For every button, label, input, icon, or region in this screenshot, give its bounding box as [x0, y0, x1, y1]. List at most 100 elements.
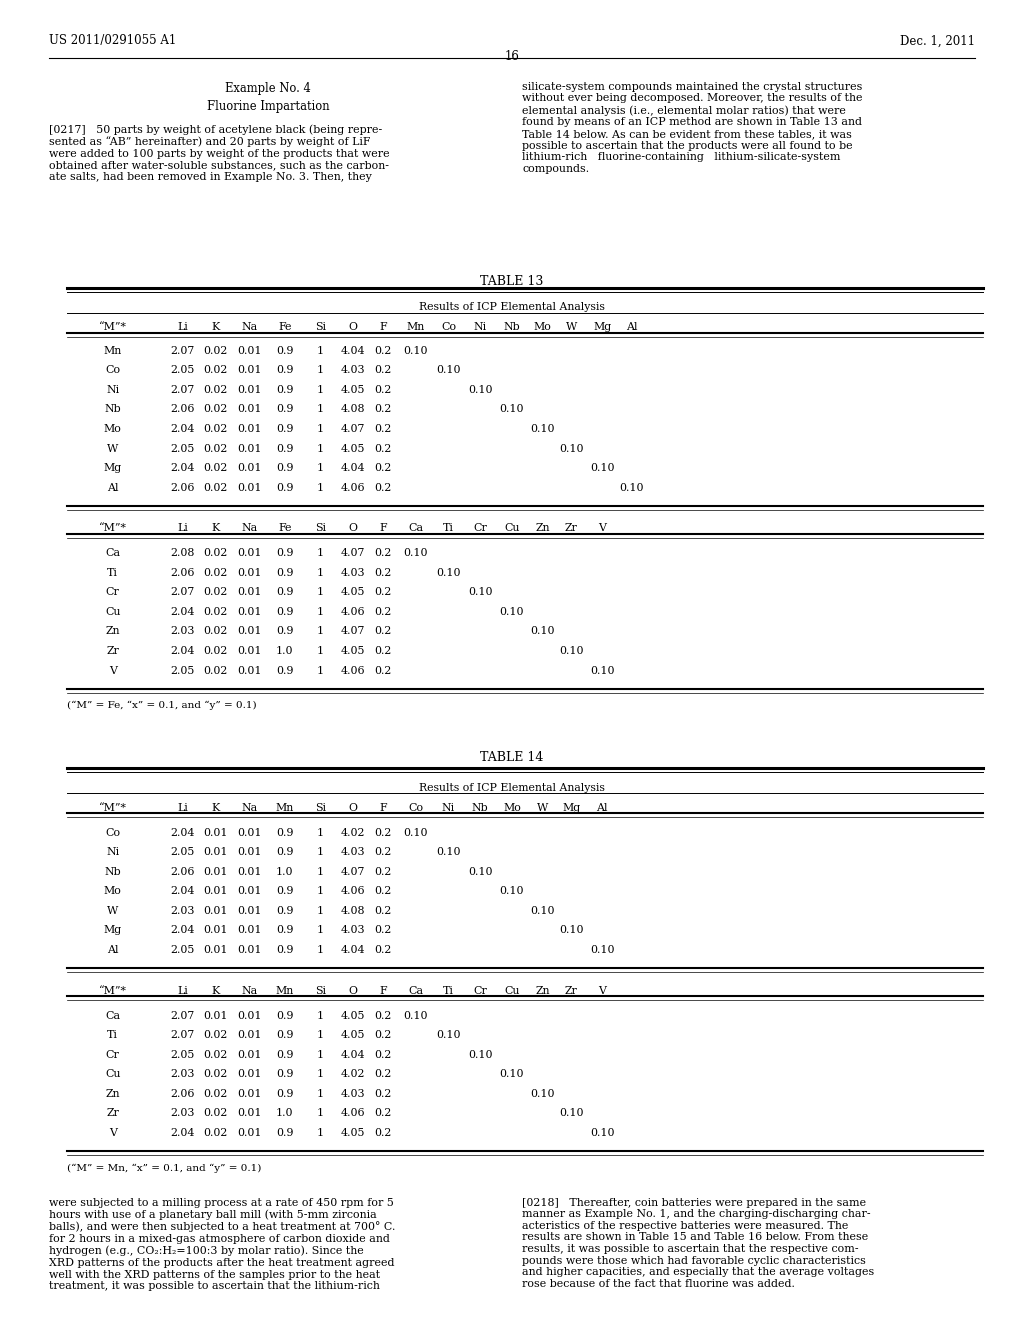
Text: Zr: Zr	[565, 986, 578, 995]
Text: Co: Co	[441, 322, 456, 333]
Text: 0.01: 0.01	[203, 847, 227, 857]
Text: Nb: Nb	[472, 803, 488, 813]
Text: 1: 1	[317, 945, 324, 954]
Text: 2.07: 2.07	[170, 1030, 195, 1040]
Text: 4.03: 4.03	[341, 568, 366, 578]
Text: 0.10: 0.10	[590, 665, 614, 676]
Text: 2.04: 2.04	[170, 645, 195, 656]
Text: 0.01: 0.01	[238, 483, 262, 492]
Text: 4.04: 4.04	[341, 346, 366, 356]
Text: 0.9: 0.9	[275, 1049, 294, 1060]
Text: 0.01: 0.01	[203, 945, 227, 954]
Text: “M”*: “M”*	[98, 803, 127, 813]
Text: 4.05: 4.05	[341, 587, 366, 598]
Text: Dec. 1, 2011: Dec. 1, 2011	[900, 34, 975, 48]
Text: 0.10: 0.10	[403, 1011, 428, 1020]
Text: 4.05: 4.05	[341, 444, 366, 454]
Text: 1: 1	[317, 404, 324, 414]
Text: Si: Si	[315, 803, 326, 813]
Text: W: W	[566, 322, 577, 333]
Text: 4.03: 4.03	[341, 847, 366, 857]
Text: 0.9: 0.9	[275, 1089, 294, 1098]
Text: Na: Na	[242, 803, 258, 813]
Text: 4.08: 4.08	[341, 906, 366, 916]
Text: 4.07: 4.07	[341, 548, 366, 558]
Text: 0.10: 0.10	[530, 627, 555, 636]
Text: 0.10: 0.10	[468, 1049, 493, 1060]
Text: 0.01: 0.01	[238, 444, 262, 454]
Text: 0.10: 0.10	[590, 1127, 614, 1138]
Text: Mg: Mg	[562, 803, 581, 813]
Text: 2.08: 2.08	[170, 548, 195, 558]
Text: 2.06: 2.06	[170, 404, 195, 414]
Text: Mn: Mn	[103, 346, 122, 356]
Text: 0.10: 0.10	[436, 366, 461, 375]
Text: Cu: Cu	[504, 523, 520, 533]
Text: 0.2: 0.2	[375, 463, 391, 473]
Text: 2.04: 2.04	[170, 607, 195, 616]
Text: TABLE 13: TABLE 13	[480, 275, 544, 288]
Text: 0.10: 0.10	[530, 906, 555, 916]
Text: 0.01: 0.01	[238, 548, 262, 558]
Text: F: F	[379, 322, 387, 333]
Text: 0.10: 0.10	[559, 444, 584, 454]
Text: 0.2: 0.2	[375, 867, 391, 876]
Text: Cr: Cr	[105, 1049, 120, 1060]
Text: Mg: Mg	[593, 322, 611, 333]
Text: 2.03: 2.03	[170, 627, 195, 636]
Text: 0.9: 0.9	[275, 906, 294, 916]
Text: “M”*: “M”*	[98, 322, 127, 333]
Text: 0.01: 0.01	[238, 1049, 262, 1060]
Text: 0.9: 0.9	[275, 847, 294, 857]
Text: 0.02: 0.02	[203, 424, 227, 434]
Text: Zn: Zn	[105, 1089, 120, 1098]
Text: V: V	[598, 986, 606, 995]
Text: Cu: Cu	[504, 986, 520, 995]
Text: 0.2: 0.2	[375, 444, 391, 454]
Text: 0.01: 0.01	[238, 1127, 262, 1138]
Text: 4.04: 4.04	[341, 463, 366, 473]
Text: 0.9: 0.9	[275, 568, 294, 578]
Text: Nb: Nb	[504, 322, 520, 333]
Text: 0.10: 0.10	[500, 886, 524, 896]
Text: 0.2: 0.2	[375, 385, 391, 395]
Text: 0.9: 0.9	[275, 548, 294, 558]
Text: F: F	[379, 523, 387, 533]
Text: 0.9: 0.9	[275, 607, 294, 616]
Text: [0217]   50 parts by weight of acetylene black (being repre-
sented as “AB” here: [0217] 50 parts by weight of acetylene b…	[49, 124, 390, 182]
Text: 0.10: 0.10	[559, 925, 584, 936]
Text: 0.01: 0.01	[203, 925, 227, 936]
Text: 4.07: 4.07	[341, 867, 366, 876]
Text: 0.02: 0.02	[203, 346, 227, 356]
Text: 1: 1	[317, 665, 324, 676]
Text: 0.10: 0.10	[590, 463, 614, 473]
Text: 4.02: 4.02	[341, 1069, 366, 1080]
Text: 0.10: 0.10	[590, 945, 614, 954]
Text: 4.03: 4.03	[341, 366, 366, 375]
Text: 4.06: 4.06	[341, 483, 366, 492]
Text: 0.02: 0.02	[203, 1127, 227, 1138]
Text: 0.2: 0.2	[375, 645, 391, 656]
Text: 2.04: 2.04	[170, 828, 195, 838]
Text: Li: Li	[177, 322, 187, 333]
Text: 1: 1	[317, 828, 324, 838]
Text: Mg: Mg	[103, 925, 122, 936]
Text: 0.2: 0.2	[375, 1049, 391, 1060]
Text: 0.2: 0.2	[375, 366, 391, 375]
Text: Mg: Mg	[103, 463, 122, 473]
Text: 0.9: 0.9	[275, 925, 294, 936]
Text: 2.06: 2.06	[170, 1089, 195, 1098]
Text: 0.01: 0.01	[238, 886, 262, 896]
Text: K: K	[211, 523, 219, 533]
Text: 0.9: 0.9	[275, 424, 294, 434]
Text: 0.10: 0.10	[559, 645, 584, 656]
Text: 4.05: 4.05	[341, 385, 366, 395]
Text: 0.02: 0.02	[203, 385, 227, 395]
Text: 0.2: 0.2	[375, 424, 391, 434]
Text: Cu: Cu	[104, 1069, 121, 1080]
Text: F: F	[379, 986, 387, 995]
Text: 0.9: 0.9	[275, 1069, 294, 1080]
Text: 0.10: 0.10	[500, 404, 524, 414]
Text: 4.05: 4.05	[341, 1011, 366, 1020]
Text: US 2011/0291055 A1: US 2011/0291055 A1	[49, 34, 176, 48]
